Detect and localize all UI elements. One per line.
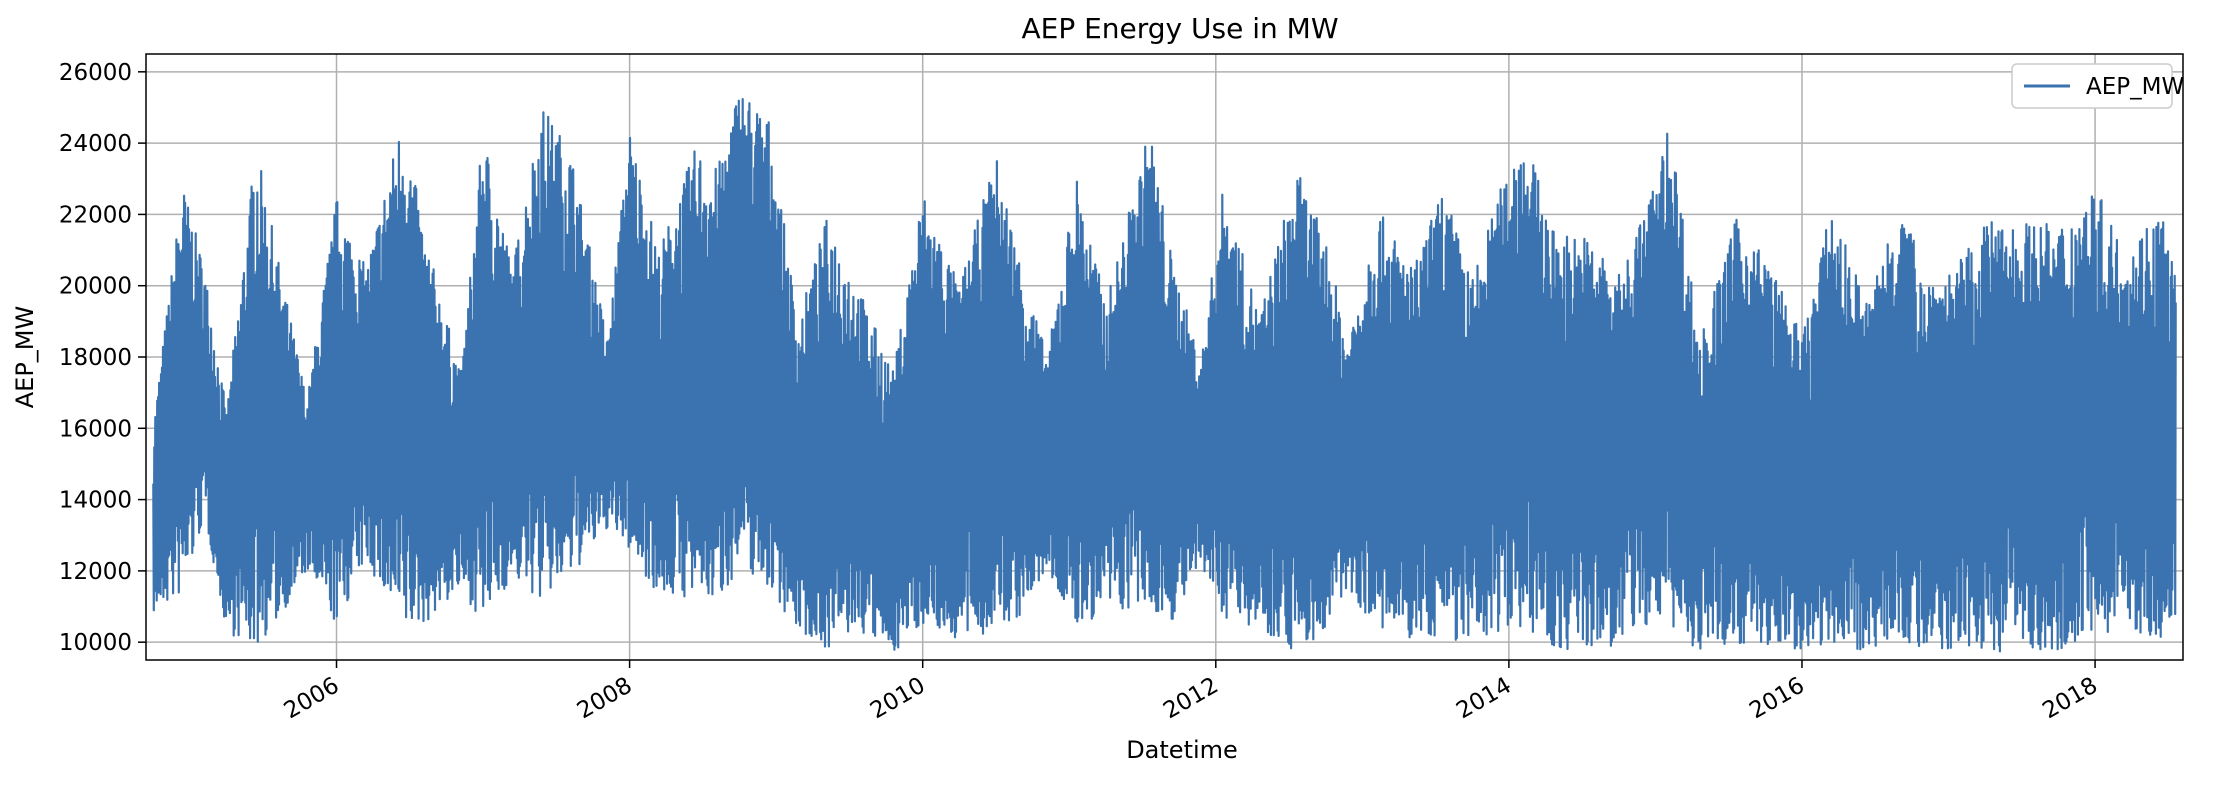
y-axis-label: AEP_MW — [11, 306, 39, 409]
y-tick-label: 18000 — [59, 345, 132, 371]
x-axis-label: Datetime — [1126, 736, 1238, 764]
series-line-aep-mw — [152, 98, 2177, 653]
y-tick-label: 12000 — [59, 559, 132, 585]
y-tick-label: 22000 — [59, 202, 132, 228]
y-axis: 10000 12000 14000 16000 18000 20000 22000 24000… — [59, 60, 146, 656]
y-tick-label: 14000 — [59, 488, 132, 514]
legend-box — [2011, 63, 2173, 109]
y-tick-label: 20000 — [59, 274, 132, 300]
x-tick-label: 2008 — [573, 673, 637, 725]
chart-title: AEP Energy Use in MW — [1021, 12, 1338, 45]
x-tick-label: 2016 — [1745, 673, 1809, 725]
x-tick-label: 2010 — [866, 673, 930, 725]
legend: AEP_MW — [2011, 63, 2184, 109]
y-tick-label: 26000 — [59, 60, 132, 86]
x-tick-label: 2012 — [1159, 673, 1223, 725]
y-tick-label: 24000 — [59, 131, 132, 157]
x-tick-label: 2006 — [280, 673, 344, 725]
series-area — [152, 98, 2177, 653]
x-tick-label: 2014 — [1452, 673, 1516, 725]
x-tick-label: 2018 — [2038, 673, 2102, 725]
legend-label: AEP_MW — [2086, 74, 2184, 100]
y-tick-label: 10000 — [59, 630, 132, 656]
y-tick-label: 16000 — [59, 416, 132, 442]
x-axis: 2006 2008 2010 2012 2014 2016 2018 — [280, 660, 2102, 724]
